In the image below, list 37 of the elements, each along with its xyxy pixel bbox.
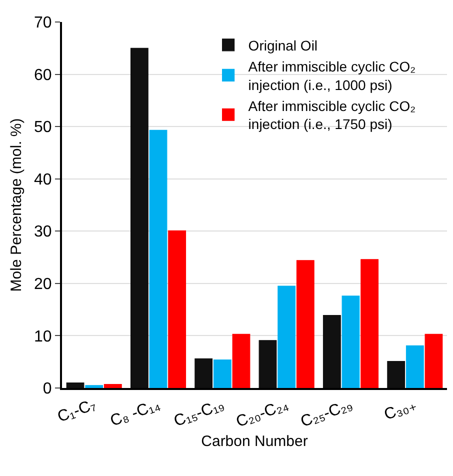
y-tick-label: 70 <box>34 14 52 32</box>
y-tick-label: 40 <box>34 171 52 188</box>
bar <box>424 334 443 388</box>
x-tick-label: C₃₀₊ <box>382 396 420 424</box>
bar <box>387 361 406 388</box>
x-tick-label: C₂₅-C₂₉ <box>298 396 355 431</box>
y-tick-label: 60 <box>34 66 52 84</box>
x-axis-title: Carbon Number <box>201 432 308 450</box>
x-tick-label: C₂₀-C₂₄ <box>234 396 291 431</box>
y-tick-label: 50 <box>34 119 52 136</box>
bar <box>322 315 341 388</box>
bar <box>360 259 379 388</box>
y-tick-label: 0 <box>42 380 52 398</box>
bar <box>130 48 148 388</box>
bar <box>104 384 122 388</box>
x-tick-label: C₁₅-C₁₉ <box>172 396 227 430</box>
bar <box>168 230 186 388</box>
bar <box>232 334 250 388</box>
bar <box>194 358 213 388</box>
bar <box>278 286 296 388</box>
bar <box>406 345 424 388</box>
y-axis-title: Mole Percentage (mol. %) <box>8 118 25 292</box>
bar <box>258 340 277 388</box>
bar <box>85 385 104 388</box>
legend-label: Original Oil <box>248 37 318 54</box>
bar <box>342 296 360 388</box>
bar <box>213 359 232 388</box>
bar <box>149 130 168 388</box>
legend-label: After immiscible cyclic CO₂ injection (i.e., 1750 psi) <box>248 98 416 132</box>
bar <box>66 382 84 388</box>
legend-label: After immiscible cyclic CO₂ injection (i.e., 1000 psi) <box>248 58 416 93</box>
y-tick-label: 10 <box>34 328 52 346</box>
x-tick-label: C₈ -C₁₄ <box>108 396 162 430</box>
y-tick-label: 20 <box>34 276 52 294</box>
y-tick-label: 30 <box>34 224 52 241</box>
bar <box>296 260 314 388</box>
x-tick-label: C₁-C₇ <box>55 396 98 426</box>
